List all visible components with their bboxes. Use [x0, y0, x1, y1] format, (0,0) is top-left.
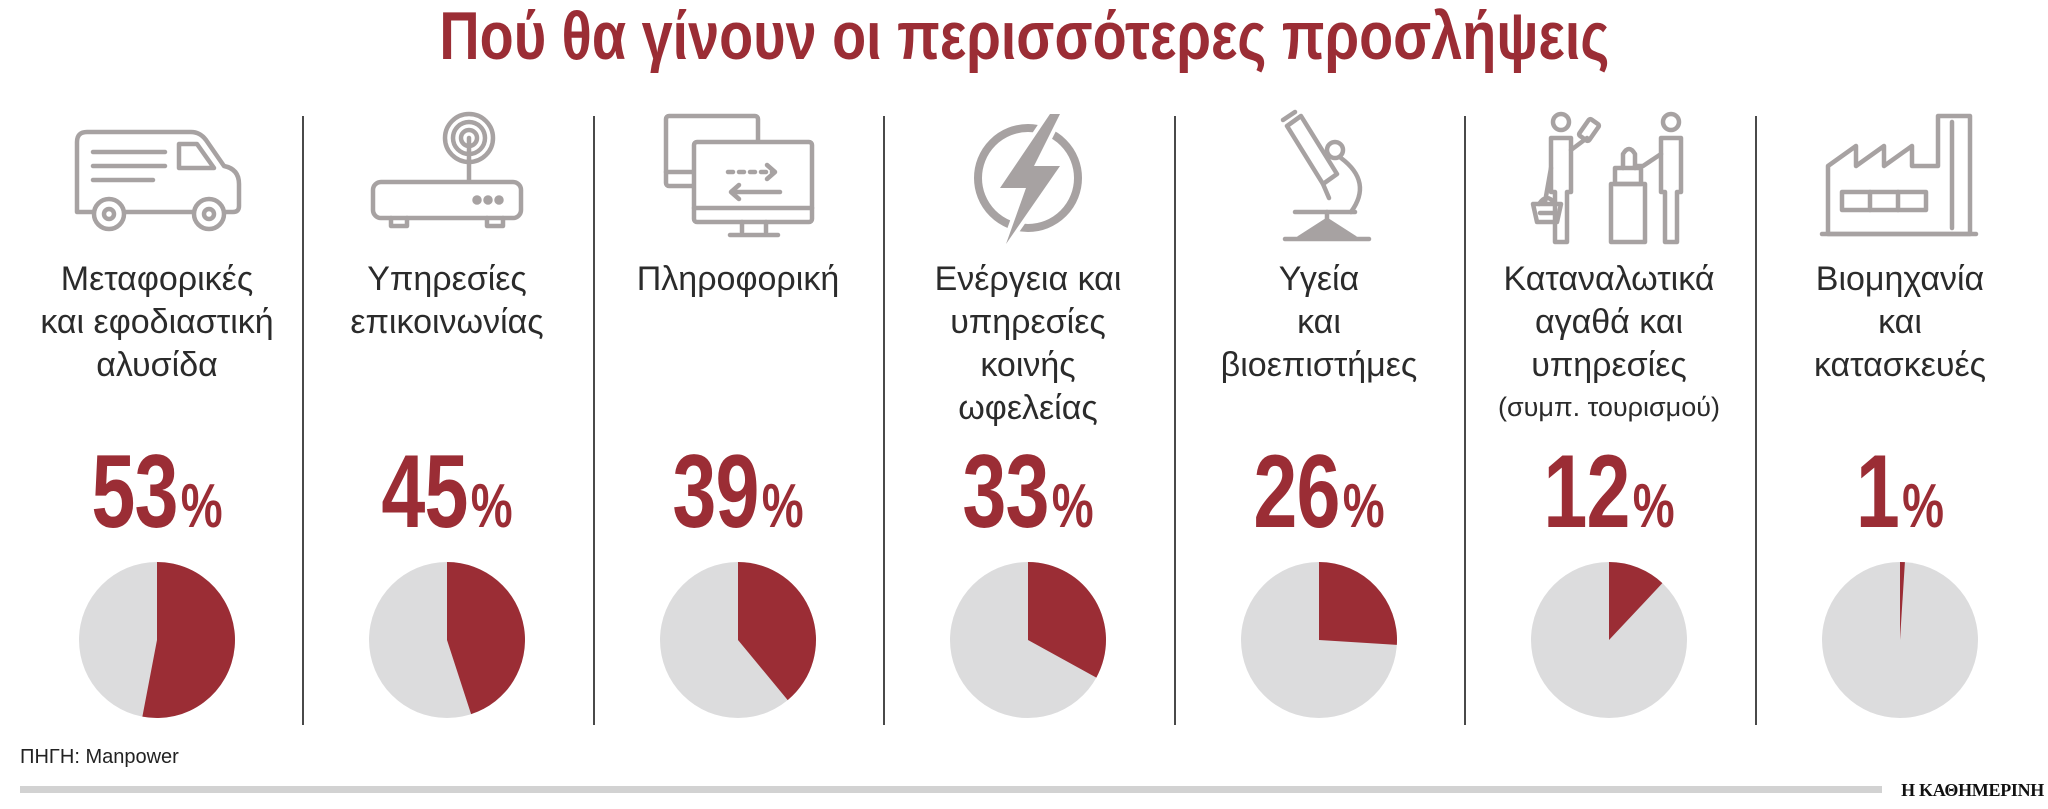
pie-slice-value: [738, 562, 817, 701]
percentage-number: 1: [1855, 434, 1900, 550]
percentage-value: 45%: [337, 440, 557, 550]
category-label: Υπηρεσίες επικοινωνίας: [350, 260, 544, 341]
category-label: Υγεία και βιοεπιστήμες: [1220, 260, 1418, 384]
delivery-van-icon: [74, 129, 242, 232]
column-communications: Υπηρεσίες επικοινωνίας 45%: [302, 0, 592, 730]
column-health-biosciences: Υγεία και βιοεπιστήμες 26%: [1174, 0, 1464, 730]
microscope-icon: [1280, 109, 1372, 242]
pie-chart: [1531, 562, 1687, 718]
category-label: Ενέργεια και υπηρεσίες κοινής ωφελείας: [934, 260, 1122, 427]
percent-sign: %: [1902, 472, 1945, 541]
column-transport-logistics: Μεταφορικές και εφοδιαστική αλυσίδα 53%: [12, 0, 302, 730]
percent-sign: %: [1051, 472, 1094, 541]
percentage-value: 33%: [918, 440, 1138, 550]
shoppers-checkout-icon: [1530, 111, 1684, 245]
percentage-value: 53%: [47, 440, 267, 550]
column-divider: [1755, 116, 1757, 725]
footer-rule: [20, 786, 1882, 793]
pie-chart: [1241, 562, 1398, 718]
percentage-number: 45: [381, 434, 468, 550]
percentage-value: 39%: [628, 440, 848, 550]
percent-sign: %: [1342, 472, 1385, 541]
wifi-router-icon: [370, 111, 524, 229]
column-divider: [1174, 116, 1176, 725]
column-energy-utilities: Ενέργεια και υπηρεσίες κοινής ωφελείας 3…: [883, 0, 1173, 730]
publisher-logo: Η ΚΑΘΗΜΕΡΙΝΗ: [1901, 780, 2044, 800]
percentage-value: 1%: [1790, 440, 2010, 550]
percentage-value: 12%: [1499, 440, 1719, 550]
column-divider: [302, 116, 304, 725]
category-label: Πληροφορική: [636, 260, 840, 298]
category-note: (συμπ. τουρισμού): [1497, 392, 1721, 422]
pie-slice-value: [1609, 562, 1663, 640]
chart-title: Πού θα γίνουν οι περισσότερες προσλήψεις: [0, 0, 2048, 74]
percentage-number: 26: [1253, 434, 1340, 550]
percentage-number: 53: [91, 434, 178, 550]
pie-chart: [369, 562, 525, 718]
chart-title-text: Πού θα γίνουν οι περισσότερες προσλήψεις: [439, 0, 1609, 74]
percentage-value: 26%: [1209, 440, 1429, 550]
pie-slice-value: [142, 562, 235, 718]
percent-sign: %: [1632, 472, 1675, 541]
column-consumer-goods: Καταναλωτικά αγαθά και υπηρεσίες (συμπ. τ…: [1464, 0, 1754, 730]
pie-chart: [660, 562, 817, 718]
lightning-bolt-icon: [974, 110, 1082, 248]
column-divider: [1464, 116, 1466, 725]
category-label-text: Καταναλωτικά αγαθά και υπηρεσίες: [1503, 260, 1715, 384]
pie-chart: [950, 562, 1106, 718]
computer-monitors-icon: [663, 113, 815, 238]
pie-slice-value: [447, 562, 525, 715]
percent-sign: %: [180, 472, 223, 541]
factory-icon: [1819, 113, 1979, 237]
pie-chart: [79, 562, 235, 718]
column-divider: [593, 116, 595, 725]
percent-sign: %: [470, 472, 513, 541]
percentage-number: 12: [1543, 434, 1630, 550]
category-label: Μεταφορικές και εφοδιαστική αλυσίδα: [40, 260, 274, 384]
pie-slice-value: [1028, 562, 1106, 678]
column-industry-construction: Βιομηχανία και κατασκευές 1%: [1755, 0, 2045, 730]
pie-slice-value: [1319, 562, 1398, 645]
source-note: ΠΗΓΗ: Manpower: [20, 746, 179, 768]
pie-slice-value: [1900, 562, 1905, 640]
column-divider: [883, 116, 885, 725]
percent-sign: %: [761, 472, 804, 541]
column-it: Πληροφορική 39%: [593, 0, 883, 730]
category-label: Καταναλωτικά αγαθά και υπηρεσίες (συμπ. τ…: [1464, 258, 1754, 427]
category-label: Βιομηχανία και κατασκευές: [1813, 260, 1987, 384]
percentage-number: 39: [672, 434, 759, 550]
percentage-number: 33: [962, 434, 1049, 550]
pie-chart: [1822, 562, 1978, 718]
